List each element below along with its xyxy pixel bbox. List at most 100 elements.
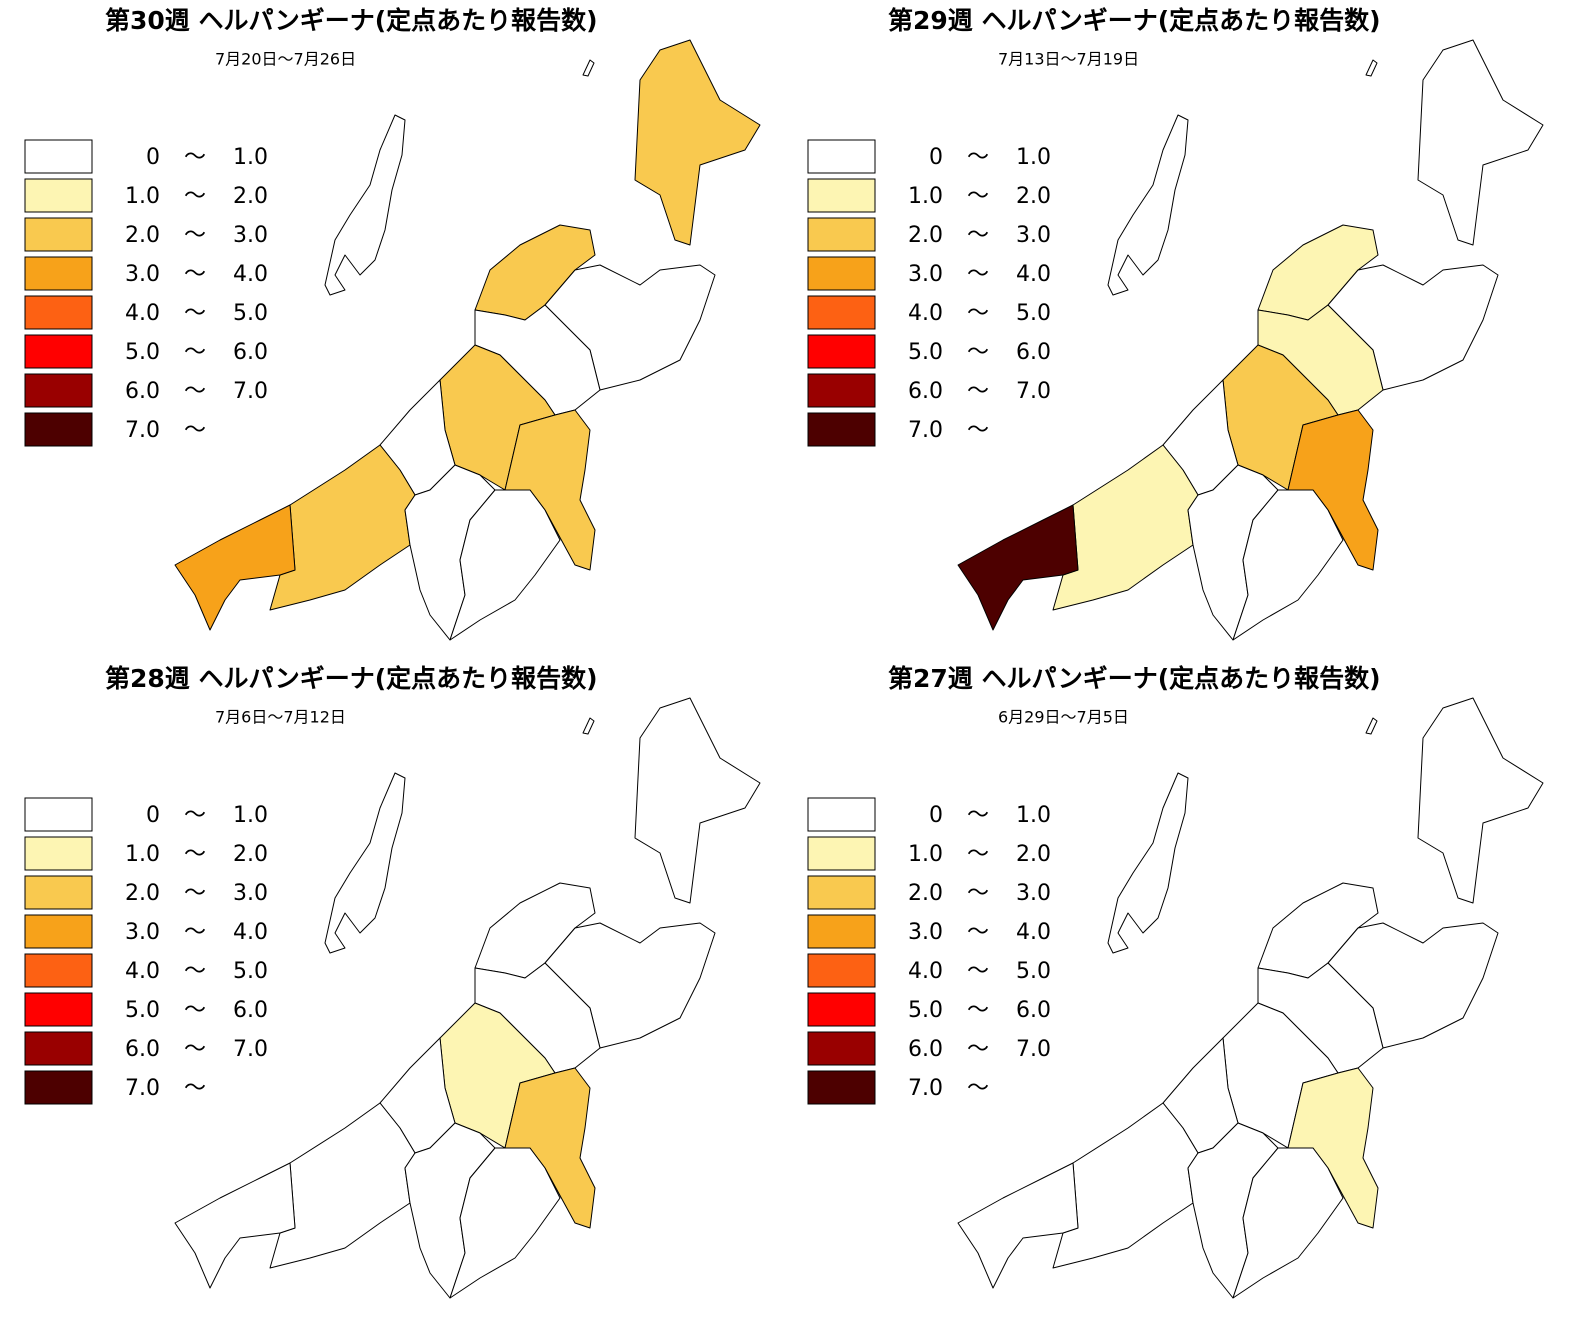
panel-title: 第28週 ヘルパンギーナ(定点あたり報告数) [105,664,598,693]
legend-to: 4.0 [1016,262,1051,287]
panel: 第30週 ヘルパンギーナ(定点あたり報告数) 7月20日〜7月26日 0 〜 1.0 1.… [24,6,761,641]
legend-from: 0 [929,803,943,828]
legend-to: 1.0 [1016,145,1051,170]
legend-swatch [24,412,93,447]
legend-sep: 〜 [967,145,989,170]
legend-from: 6.0 [908,1037,943,1062]
legend-from: 1.0 [125,184,160,209]
legend-from: 7.0 [908,1076,943,1101]
island [582,717,595,735]
legend-to: 5.0 [233,301,268,326]
panel: 第29週 ヘルパンギーナ(定点あたり報告数) 7月13日〜7月19日 0 〜 1.0 1.… [807,6,1544,641]
legend-sep: 〜 [184,418,206,443]
legend-from: 7.0 [125,418,160,443]
legend-sep: 〜 [967,920,989,945]
island [324,114,406,296]
legend-to: 1.0 [233,145,268,170]
panel-subtitle: 7月6日〜7月12日 [215,708,346,727]
legend-swatch [24,875,93,910]
region [634,39,761,246]
island [1365,717,1378,735]
legend-to: 3.0 [233,223,268,248]
legend-to: 1.0 [1016,803,1051,828]
legend-swatch [24,992,93,1027]
legend-swatch [24,914,93,949]
legend-sep: 〜 [184,145,206,170]
legend-sep: 〜 [967,262,989,287]
legend-to: 5.0 [233,959,268,984]
panel-subtitle: 7月20日〜7月26日 [215,50,356,69]
legend-from: 4.0 [125,301,160,326]
legend-swatch [807,256,876,291]
legend-from: 6.0 [908,379,943,404]
legend-sep: 〜 [967,379,989,404]
legend-from: 3.0 [125,262,160,287]
legend-sep: 〜 [967,998,989,1023]
legend-from: 2.0 [125,881,160,906]
legend-swatch [24,178,93,213]
legend-swatch [24,953,93,988]
region [957,1162,1079,1289]
legend-from: 3.0 [908,262,943,287]
legend-sep: 〜 [184,998,206,1023]
legend-sep: 〜 [967,340,989,365]
legend-to: 2.0 [233,842,268,867]
legend-to: 7.0 [1016,379,1051,404]
legend-from: 1.0 [908,842,943,867]
legend-swatch [24,373,93,408]
legend-swatch [807,875,876,910]
legend-from: 5.0 [125,998,160,1023]
legend-swatch [24,334,93,369]
legend-to: 5.0 [1016,959,1051,984]
legend-from: 4.0 [125,959,160,984]
region [269,1102,416,1269]
legend-sep: 〜 [184,301,206,326]
legend-sep: 〜 [184,262,206,287]
legend-sep: 〜 [967,842,989,867]
legend-to: 7.0 [233,1037,268,1062]
region [1232,489,1344,641]
legend-sep: 〜 [184,881,206,906]
panel: 第27週 ヘルパンギーナ(定点あたり報告数) 6月29日〜7月5日 0 〜 1.0 1.0… [807,664,1544,1299]
legend-swatch [807,992,876,1027]
island [324,772,406,954]
legend-sep: 〜 [184,803,206,828]
legend-swatch [807,139,876,174]
legend-to: 7.0 [1016,1037,1051,1062]
legend-sep: 〜 [184,1076,206,1101]
legend-swatch [24,295,93,330]
legend-swatch [807,914,876,949]
legend-sep: 〜 [184,959,206,984]
legend-from: 3.0 [908,920,943,945]
legend-from: 0 [929,145,943,170]
legend-sep: 〜 [184,184,206,209]
legend-swatch [807,295,876,330]
legend-from: 2.0 [908,223,943,248]
legend-sep: 〜 [184,842,206,867]
legend-from: 6.0 [125,1037,160,1062]
legend-to: 6.0 [233,998,268,1023]
legend-from: 4.0 [908,959,943,984]
legend-swatch [807,412,876,447]
island [1107,772,1189,954]
legend-to: 6.0 [1016,998,1051,1023]
legend-from: 5.0 [125,340,160,365]
legend-swatch [807,953,876,988]
legend-swatch [807,797,876,832]
legend-sep: 〜 [967,418,989,443]
legend-to: 4.0 [1016,920,1051,945]
legend-sep: 〜 [967,959,989,984]
legend-sep: 〜 [184,379,206,404]
panel-subtitle: 7月13日〜7月19日 [998,50,1139,69]
region [449,1147,561,1299]
legend-from: 2.0 [125,223,160,248]
legend-from: 4.0 [908,301,943,326]
region [269,444,416,611]
legend-swatch [24,797,93,832]
legend-from: 5.0 [908,340,943,365]
legend-sep: 〜 [184,340,206,365]
legend-to: 4.0 [233,920,268,945]
legend-to: 3.0 [1016,881,1051,906]
legend-from: 7.0 [125,1076,160,1101]
legend-sep: 〜 [967,803,989,828]
